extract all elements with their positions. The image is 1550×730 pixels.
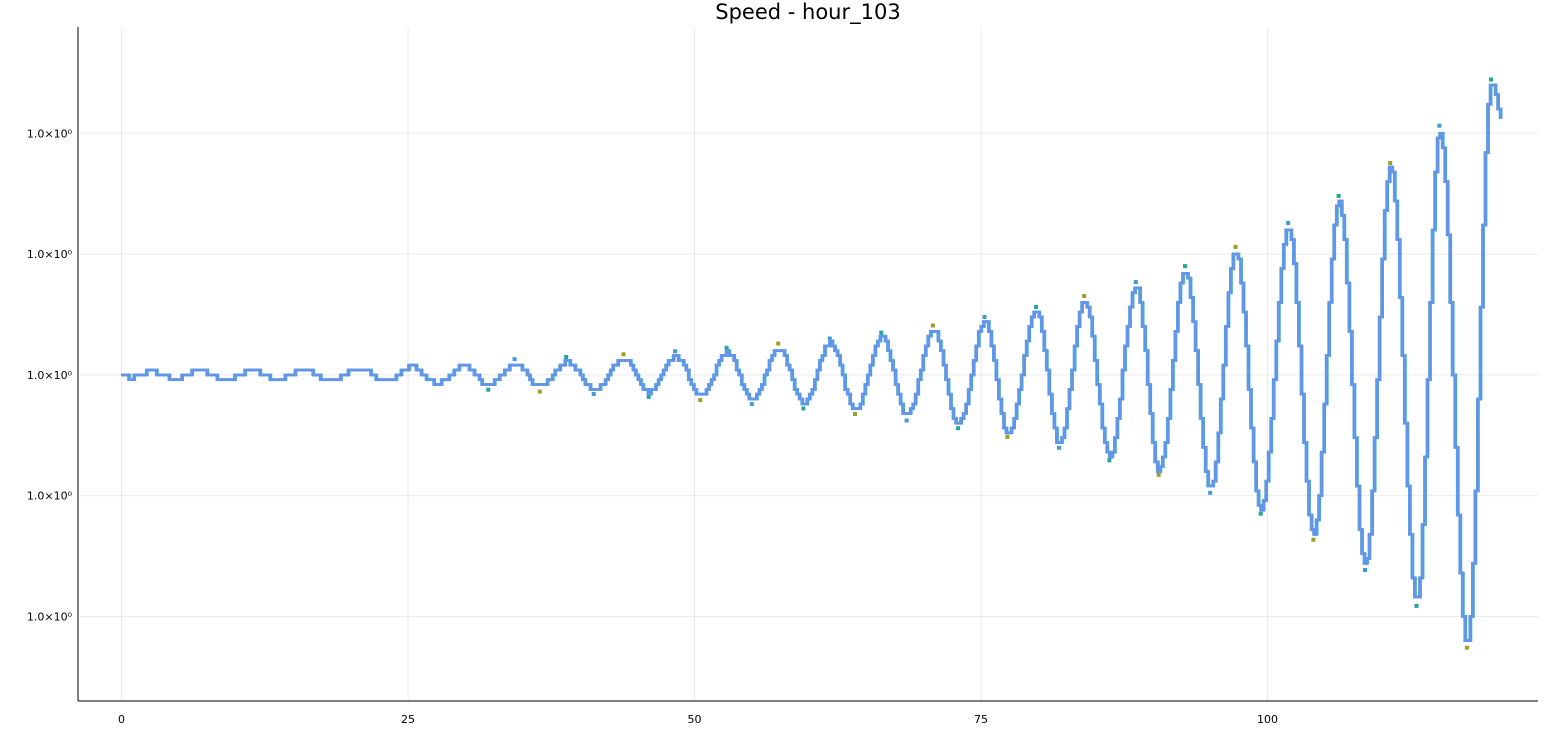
extremum-marker [1258,511,1263,516]
x-tick-label: 25 [401,713,415,726]
extremum-marker [1133,280,1138,284]
series-lines [120,83,1503,642]
series-1-line [121,83,1502,642]
extremum-marker [486,387,491,392]
extremum-marker [646,394,651,399]
extremum-marker [904,418,909,423]
extremum-marker [621,352,626,357]
extremum-marker [673,349,678,354]
series-2-line [122,83,1503,642]
y-tick-label: 1.0×10⁰ [27,490,73,503]
extremum-marker [1156,472,1161,477]
x-tick-label: 0 [118,713,125,726]
extremum-marker [1414,603,1419,608]
extremum-marker [1437,123,1442,128]
series-markers [486,77,1493,650]
y-tick-label: 1.0×10⁰ [27,610,73,623]
extremum-marker [1336,193,1341,198]
extremum-marker [1286,221,1291,225]
extremum-marker [827,336,832,341]
extremum-marker [1183,264,1187,269]
grid-lines [78,27,1538,701]
x-tick-label: 75 [974,713,988,726]
extremum-marker [698,398,703,403]
extremum-marker [564,355,569,359]
extremum-marker [1233,244,1238,249]
extremum-marker [1107,458,1112,463]
extremum-marker [879,330,884,335]
extremum-marker [1034,305,1039,309]
extremum-marker [801,406,806,411]
extremum-marker [1363,568,1367,572]
main-series-line [121,83,1502,642]
x-tick-label: 50 [688,713,702,726]
extremum-marker [512,357,517,362]
y-tick-labels: 1.0×10⁰ 1.0×10⁰ 1.0×10⁰ 1.0×10⁰ 1.0×10⁰ [27,127,73,623]
extremum-marker [1388,161,1393,165]
extremum-marker [1005,434,1010,439]
extremum-marker [956,426,961,431]
extremum-marker [1464,645,1469,650]
extremum-marker [1311,537,1316,542]
extremum-marker [1489,77,1493,82]
y-tick-label: 1.0×10⁰ [27,369,73,382]
x-tick-labels: 0 25 50 75 100 [118,713,1278,726]
series-0-line [120,83,1502,642]
extremum-marker [930,323,935,328]
extremum-marker [982,315,987,319]
extremum-marker [776,341,781,346]
extremum-marker [1082,294,1087,298]
axes [77,27,1538,702]
extremum-marker [749,402,754,406]
extremum-marker [591,392,596,396]
extremum-marker [724,345,729,350]
x-tick-label: 100 [1257,713,1278,726]
y-tick-label: 1.0×10⁰ [27,127,73,140]
extremum-marker [853,412,857,416]
chart-title: Speed - hour_103 [715,0,900,25]
extremum-marker [537,389,542,394]
y-tick-label: 1.0×10⁰ [27,248,73,261]
extremum-marker [1208,490,1213,495]
extremum-marker [1057,445,1061,450]
